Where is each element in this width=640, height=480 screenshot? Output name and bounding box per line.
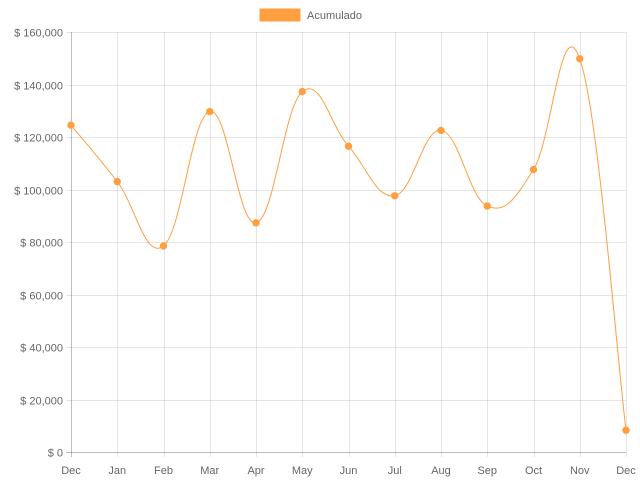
x-tick-label: Aug	[431, 465, 451, 477]
y-tick-label: $ 60,000	[20, 291, 63, 303]
data-point[interactable]	[576, 55, 584, 63]
legend[interactable]: Acumulado	[259, 8, 362, 22]
y-tick-label: $ 100,000	[14, 186, 63, 198]
y-axis-tick-labels: $ 0 $ 20,000 $ 40,000 $ 60,000 $ 80,000 $ 100…	[14, 28, 63, 460]
x-tick-label: Jul	[388, 465, 402, 477]
y-tick-label: $ 160,000	[14, 28, 63, 40]
y-tick-label: $ 80,000	[20, 238, 63, 250]
legend-label[interactable]: Acumulado	[307, 10, 362, 22]
x-tick-label: Feb	[154, 465, 173, 477]
data-point[interactable]	[437, 126, 445, 135]
data-point[interactable]	[67, 121, 75, 129]
x-tick-label: Mar	[200, 465, 219, 477]
chart-grid	[66, 32, 627, 457]
data-point[interactable]	[113, 177, 121, 186]
data-point[interactable]	[252, 219, 260, 227]
x-axis-tick-labels: Dec Jan Feb Mar Apr May Jun Jul Aug Sep Oct Nov Dec	[61, 465, 636, 477]
legend-swatch[interactable]	[259, 8, 301, 22]
x-tick-label: Oct	[525, 465, 542, 477]
x-tick-label: Apr	[247, 465, 264, 477]
y-tick-label: $ 120,000	[14, 133, 63, 145]
data-point[interactable]	[298, 87, 306, 96]
x-tick-label: Jun	[340, 465, 358, 477]
y-tick-label: $ 40,000	[20, 343, 63, 355]
x-tick-label: May	[292, 465, 313, 477]
x-tick-label: Jan	[108, 465, 126, 477]
x-tick-label: Sep	[477, 465, 497, 477]
data-point[interactable]	[391, 192, 399, 200]
series-layer	[67, 46, 630, 434]
y-tick-label: $ 0	[48, 448, 63, 460]
data-point[interactable]	[529, 165, 538, 174]
data-point[interactable]	[159, 242, 168, 250]
x-tick-label: Dec	[61, 465, 81, 477]
data-point[interactable]	[622, 426, 630, 434]
y-tick-label: $ 140,000	[14, 81, 63, 93]
x-tick-label: Nov	[570, 465, 590, 477]
x-tick-label: Dec	[616, 465, 636, 477]
data-point[interactable]	[344, 142, 353, 150]
data-point[interactable]	[206, 107, 214, 116]
series-line-acumulado	[70, 46, 627, 431]
data-point[interactable]	[483, 202, 491, 210]
y-tick-label: $ 20,000	[20, 396, 63, 408]
